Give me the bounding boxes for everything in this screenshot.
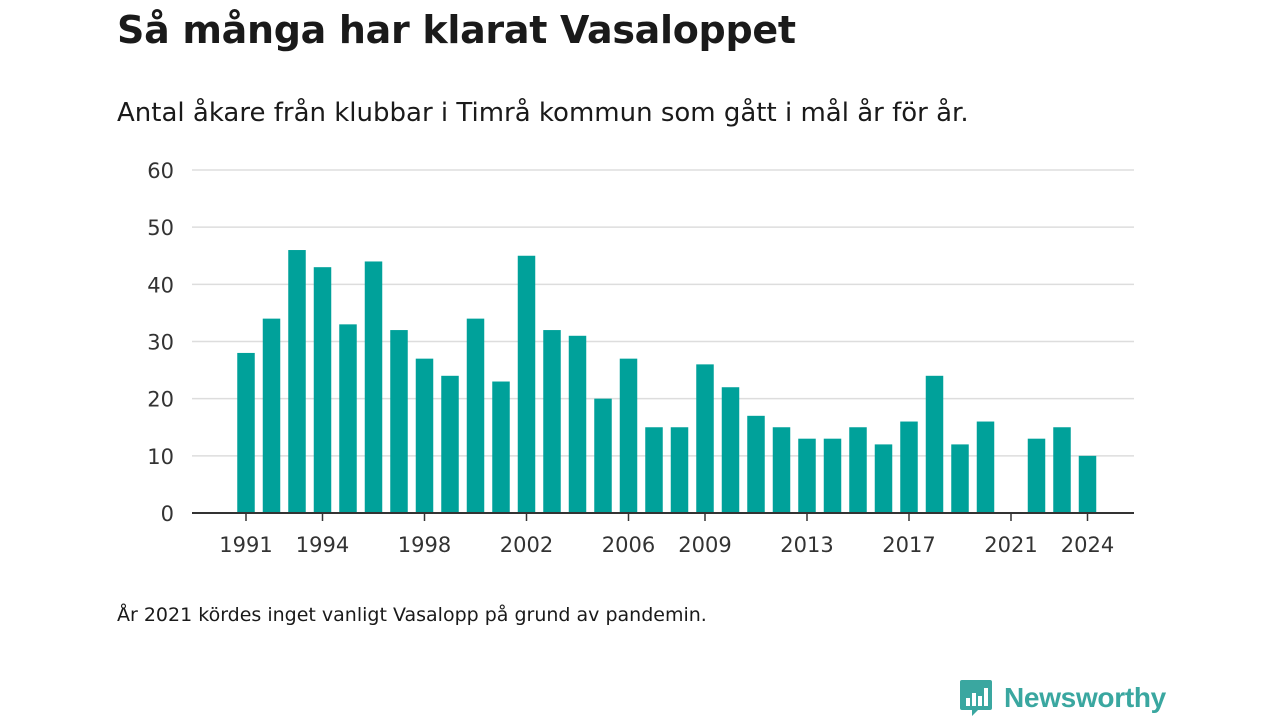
bar: [594, 398, 612, 513]
bar: [849, 427, 867, 513]
bar: [645, 427, 663, 513]
x-tick-label: 2021: [984, 533, 1037, 557]
bar: [288, 250, 306, 514]
bar: [492, 381, 510, 513]
chart-subtitle: Antal åkare från klubbar i Timrå kommun …: [117, 98, 969, 128]
x-tick-label: 1998: [398, 533, 451, 557]
chart-title: Så många har klarat Vasaloppet: [117, 8, 796, 52]
bar: [313, 267, 332, 513]
x-tick-label: 2024: [1061, 533, 1114, 557]
bar: [415, 358, 434, 513]
bar: [466, 318, 485, 513]
y-tick-label: 40: [147, 273, 174, 297]
bar: [364, 261, 383, 513]
bar: [747, 415, 765, 513]
bar: [1078, 455, 1097, 513]
bar: [441, 375, 459, 513]
bar: [568, 335, 587, 513]
y-tick-label: 0: [161, 502, 174, 526]
bar: [390, 330, 408, 513]
bar: [900, 421, 918, 513]
x-tick-label: 2017: [882, 533, 935, 557]
x-tick-label: 2013: [780, 533, 833, 557]
x-tick-label: 2002: [500, 533, 553, 557]
bar: [237, 352, 255, 513]
bar: [798, 438, 816, 513]
brand-name: Newsworthy: [1004, 682, 1166, 713]
bar: [670, 427, 689, 513]
bar: [951, 444, 969, 513]
x-tick-label: 1994: [296, 533, 349, 557]
y-tick-label: 50: [147, 216, 174, 240]
x-tick-label: 1991: [219, 533, 272, 557]
bar: [874, 444, 893, 513]
bar: [262, 318, 281, 513]
x-tick-label: 2006: [602, 533, 655, 557]
y-tick-label: 20: [147, 388, 174, 412]
bar-chart: 0 10 20 30 40 50 60 1991 1994 1998 2002 2006 2009 201…: [147, 159, 1134, 557]
newsworthy-logo: Newsworthy: [958, 678, 1166, 718]
bar: [925, 375, 944, 513]
y-tick-label: 60: [147, 159, 174, 183]
bar: [696, 364, 714, 513]
bar: [339, 324, 357, 513]
y-tick-label: 10: [147, 445, 174, 469]
chart-footnote: År 2021 kördes inget vanligt Vasalopp på…: [117, 604, 707, 626]
bar: [976, 421, 995, 513]
bar: [543, 330, 561, 513]
bar: [772, 427, 791, 513]
bar: [517, 255, 536, 513]
bar: [721, 387, 740, 513]
bar-chart-icon: [960, 680, 992, 716]
bar: [619, 358, 638, 513]
y-tick-label: 30: [147, 331, 174, 355]
bar: [1053, 427, 1071, 513]
bar: [823, 438, 842, 513]
bar: [1027, 438, 1046, 513]
x-tick-label: 2009: [678, 533, 731, 557]
